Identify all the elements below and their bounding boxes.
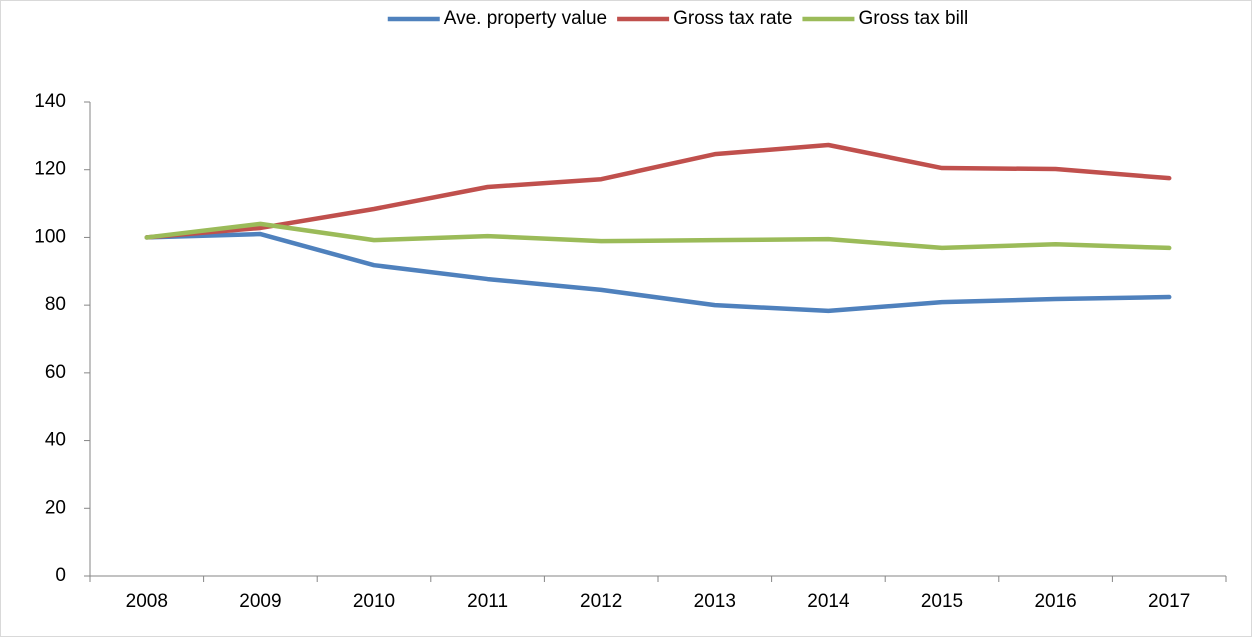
x-tick-label: 2014 bbox=[807, 591, 850, 612]
x-tick-label: 2008 bbox=[126, 591, 168, 612]
y-tick-label: 140 bbox=[34, 91, 66, 112]
series-line bbox=[144, 231, 1172, 314]
y-tick-label: 60 bbox=[45, 362, 66, 383]
legend-label: Ave. property value bbox=[444, 8, 607, 29]
y-tick-label: 40 bbox=[45, 430, 66, 451]
x-tick-label: 2010 bbox=[353, 591, 395, 612]
x-tick-label: 2016 bbox=[1034, 591, 1076, 612]
x-tick-label: 2012 bbox=[580, 591, 622, 612]
y-tick-label: 20 bbox=[45, 497, 66, 518]
y-tick-label: 100 bbox=[34, 226, 66, 247]
legend-label: Gross tax rate bbox=[673, 8, 792, 29]
x-tick-label: 2013 bbox=[694, 591, 736, 612]
x-tick-label: 2009 bbox=[239, 591, 281, 612]
x-tick-label: 2015 bbox=[921, 591, 963, 612]
x-tick-label: 2011 bbox=[467, 591, 508, 612]
y-tick-label: 80 bbox=[45, 294, 66, 315]
x-tick-label: 2017 bbox=[1148, 591, 1190, 612]
legend-label: Gross tax bill bbox=[858, 8, 968, 29]
y-tick-label: 0 bbox=[55, 565, 66, 586]
y-tick-label: 120 bbox=[34, 159, 66, 180]
series-line bbox=[144, 142, 1172, 240]
series-line bbox=[144, 221, 1172, 251]
